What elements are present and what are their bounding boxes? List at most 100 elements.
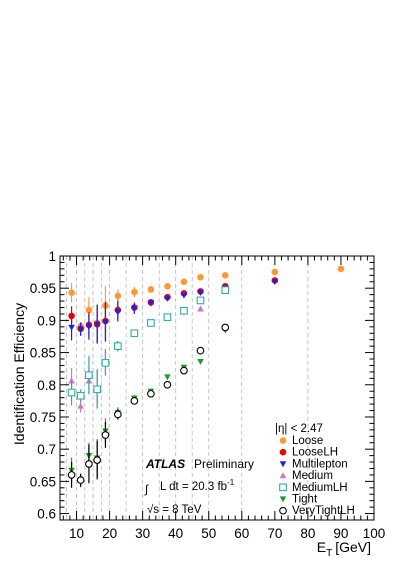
x-tick-label: 20 [102,526,117,541]
data-point [130,397,139,405]
y-tick-label: 0.6 [37,507,56,522]
y-axis-title: Identification Efficiency [11,303,27,445]
data-point [77,326,84,333]
data-point [180,366,188,375]
data-point [164,374,171,381]
data-point [77,402,84,409]
x-axis-title-sub: T [326,548,332,559]
data-point [93,385,102,394]
integral-symbol: ∫ [144,484,149,496]
data-point [68,324,75,331]
series-layer [67,265,345,488]
data-point [197,305,204,312]
data-point [147,319,155,327]
x-tick-label: 50 [201,526,216,541]
data-point [76,391,85,400]
data-point [67,471,76,479]
y-tick-label: 0.7 [37,442,56,457]
data-point [163,380,172,389]
data-point [197,290,204,297]
data-point [147,286,155,293]
data-point [337,265,345,273]
legend-label-medium: Medium [292,470,333,482]
data-point [101,431,110,439]
data-point [271,279,279,286]
legend-marker-medium [279,472,287,479]
data-point [180,292,188,299]
grid-lines [66,256,309,520]
legend-marker-tight [279,496,287,503]
preliminary-label: Preliminary [194,457,254,471]
legend-marker-looselh [279,448,287,456]
legend-marker-verytightlh [279,506,287,515]
data-point [196,296,205,305]
data-point [85,371,93,379]
y-tick-label: 0.85 [30,346,56,361]
data-point [113,410,122,419]
legend: |η| < 2.47 LooseLooseLHMultileptonMedium… [275,423,355,517]
x-axis-title: ET [GeV] [317,539,371,559]
data-point [196,346,205,355]
x-tick-label: 10 [69,526,84,541]
data-point [68,289,75,297]
data-point [131,306,138,313]
x-tick-label: 40 [168,526,183,541]
y-tick-label: 1 [48,249,56,264]
axis-ticks [60,255,375,521]
series-mediumlh [67,286,230,409]
luminosity-exponent: -1 [227,478,235,487]
data-point [130,329,139,338]
x-tick-label: 30 [135,526,150,541]
data-point [197,358,204,365]
y-tick-label: 0.9 [37,313,56,328]
y-tick-label: 0.8 [37,378,56,393]
data-point [114,309,122,316]
series-multilepton [68,279,279,344]
data-point [164,295,171,302]
series-verytightlh [67,323,230,488]
data-point [102,319,109,326]
data-point [85,306,93,314]
x-axis-title-unit: [GeV] [335,539,371,555]
data-point [147,300,155,307]
data-point [76,476,85,484]
legend-marker-loose [279,437,287,444]
data-point [221,286,230,294]
tick-labels: 10 20 30 40 50 60 70 80 90 100 0.6 0.65 0.7 0.75 0.8 0.… [30,249,386,541]
legend-label-verytightlh: VeryTightLH [292,505,355,517]
x-tick-label: 70 [267,526,282,541]
data-point [271,268,279,276]
legend-label-loose: Loose [292,435,323,447]
data-point [101,359,110,367]
luminosity-label: L dt = 20.3 fb-1 [160,478,235,493]
luminosity-value: L dt = 20.3 fb [160,481,227,493]
legend-label-tight: Tight [292,494,318,506]
legend-header: |η| < 2.47 [275,423,323,435]
data-point [147,389,155,398]
data-point [180,306,188,315]
atlas-annotations: ATLAS Preliminary ∫ L dt = 20.3 fb-1 √s … [144,457,254,516]
x-tick-label: 100 [363,526,386,541]
data-point [180,278,188,286]
y-tick-label: 0.75 [30,410,56,425]
data-point [93,321,101,328]
x-tick-label: 80 [300,526,315,541]
data-point [85,460,93,468]
legend-marker-mediumlh [279,483,287,492]
y-tick-label: 0.65 [30,474,56,489]
data-point [163,313,172,322]
legend-label-mediumlh: MediumLH [292,482,348,494]
legend-marker-multilepton [279,461,287,468]
plot-frame [59,255,375,521]
data-point [114,292,122,300]
data-point [131,288,138,296]
data-point [164,282,171,290]
legend-label-looselh: LooseLH [292,447,338,459]
data-point [67,388,76,397]
y-tick-label: 0.95 [30,281,56,296]
atlas-label: ATLAS [145,457,185,471]
x-tick-label: 90 [333,526,348,541]
data-point [221,272,229,279]
legend-label-multilepton: Multilepton [292,458,348,470]
